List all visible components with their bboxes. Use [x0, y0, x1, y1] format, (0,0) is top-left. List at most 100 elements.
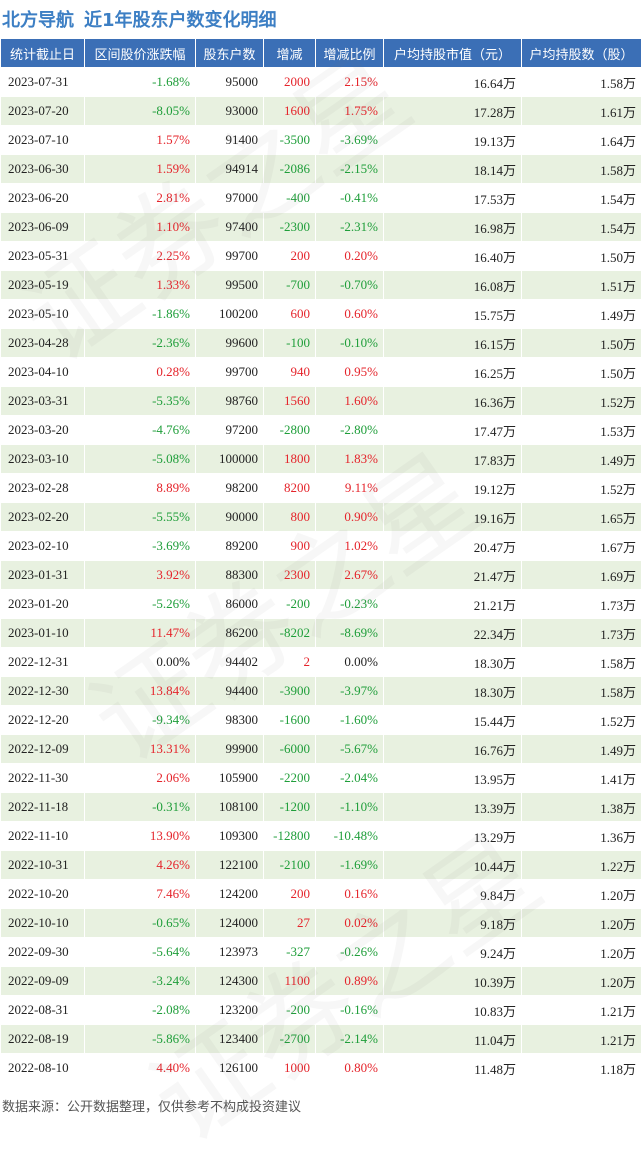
delta-pct-cell: -0.16% [316, 996, 384, 1025]
delta-pct-cell: -10.48% [316, 822, 384, 851]
delta-cell: -1200 [264, 793, 316, 822]
holders-cell: 88300 [196, 561, 264, 590]
avg-shares-cell: 1.52万 [522, 387, 641, 416]
delta-cell: -2700 [264, 1025, 316, 1054]
price-change-cell: 2.81% [85, 184, 196, 213]
avg-shares-cell: 1.73万 [522, 590, 641, 619]
holders-cell: 95000 [196, 68, 264, 97]
delta-cell: -2086 [264, 155, 316, 184]
avg-value-cell: 15.44万 [384, 706, 522, 735]
date-cell: 2022-10-20 [1, 880, 85, 909]
delta-pct-cell: -5.67% [316, 735, 384, 764]
delta-cell: -2100 [264, 851, 316, 880]
holders-cell: 94400 [196, 677, 264, 706]
delta-pct-cell: 2.67% [316, 561, 384, 590]
delta-cell: 200 [264, 242, 316, 271]
price-change-cell: -5.64% [85, 938, 196, 967]
delta-cell: 2000 [264, 68, 316, 97]
delta-cell: 2 [264, 648, 316, 677]
delta-cell: -700 [264, 271, 316, 300]
delta-pct-cell: -2.04% [316, 764, 384, 793]
avg-shares-cell: 1.69万 [522, 561, 641, 590]
date-cell: 2023-02-10 [1, 532, 85, 561]
avg-shares-cell: 1.58万 [522, 648, 641, 677]
column-header: 户均持股市值（元） [384, 39, 522, 68]
delta-cell: -8202 [264, 619, 316, 648]
date-cell: 2023-01-31 [1, 561, 85, 590]
avg-shares-cell: 1.36万 [522, 822, 641, 851]
price-change-cell: -2.36% [85, 329, 196, 358]
delta-pct-cell: 0.16% [316, 880, 384, 909]
delta-cell: -2300 [264, 213, 316, 242]
avg-shares-cell: 1.49万 [522, 735, 641, 764]
avg-value-cell: 10.39万 [384, 967, 522, 996]
avg-value-cell: 16.76万 [384, 735, 522, 764]
avg-value-cell: 18.14万 [384, 155, 522, 184]
price-change-cell: -3.69% [85, 532, 196, 561]
delta-cell: -1600 [264, 706, 316, 735]
avg-value-cell: 21.47万 [384, 561, 522, 590]
price-change-cell: 13.31% [85, 735, 196, 764]
column-header: 户均持股数（股） [522, 39, 641, 68]
avg-value-cell: 13.29万 [384, 822, 522, 851]
date-cell: 2023-01-10 [1, 619, 85, 648]
price-change-cell: 2.06% [85, 764, 196, 793]
delta-pct-cell: 0.60% [316, 300, 384, 329]
price-change-cell: -1.68% [85, 68, 196, 97]
price-change-cell: 3.92% [85, 561, 196, 590]
avg-value-cell: 11.48万 [384, 1054, 522, 1083]
avg-value-cell: 13.95万 [384, 764, 522, 793]
delta-pct-cell: -0.26% [316, 938, 384, 967]
avg-value-cell: 16.64万 [384, 68, 522, 97]
holders-cell: 109300 [196, 822, 264, 851]
page-header: 北方导航 近1年股东户数变化明细 [0, 0, 641, 38]
price-change-cell: -5.35% [85, 387, 196, 416]
delta-pct-cell: -0.41% [316, 184, 384, 213]
delta-pct-cell: -0.10% [316, 329, 384, 358]
delta-pct-cell: -0.23% [316, 590, 384, 619]
date-cell: 2022-09-09 [1, 967, 85, 996]
delta-cell: 8200 [264, 474, 316, 503]
delta-cell: 600 [264, 300, 316, 329]
price-change-cell: -4.76% [85, 416, 196, 445]
avg-value-cell: 16.08万 [384, 271, 522, 300]
delta-pct-cell: 0.00% [316, 648, 384, 677]
delta-pct-cell: -2.80% [316, 416, 384, 445]
price-change-cell: 1.59% [85, 155, 196, 184]
holders-cell: 99500 [196, 271, 264, 300]
price-change-cell: -0.65% [85, 909, 196, 938]
avg-value-cell: 21.21万 [384, 590, 522, 619]
avg-value-cell: 16.25万 [384, 358, 522, 387]
avg-value-cell: 15.75万 [384, 300, 522, 329]
holders-cell: 94914 [196, 155, 264, 184]
delta-pct-cell: -2.31% [316, 213, 384, 242]
price-change-cell: -3.24% [85, 967, 196, 996]
date-cell: 2023-07-20 [1, 97, 85, 126]
holders-cell: 97000 [196, 184, 264, 213]
avg-shares-cell: 1.73万 [522, 619, 641, 648]
avg-value-cell: 9.24万 [384, 938, 522, 967]
date-cell: 2023-02-20 [1, 503, 85, 532]
avg-value-cell: 22.34万 [384, 619, 522, 648]
avg-shares-cell: 1.58万 [522, 677, 641, 706]
date-cell: 2023-05-31 [1, 242, 85, 271]
date-cell: 2023-05-19 [1, 271, 85, 300]
delta-cell: -3900 [264, 677, 316, 706]
holders-cell: 100000 [196, 445, 264, 474]
price-change-cell: 4.26% [85, 851, 196, 880]
holders-cell: 89200 [196, 532, 264, 561]
holders-cell: 99700 [196, 242, 264, 271]
avg-shares-cell: 1.21万 [522, 1025, 641, 1054]
column-header: 增减比例 [316, 39, 384, 68]
avg-shares-cell: 1.38万 [522, 793, 641, 822]
delta-pct-cell: -2.15% [316, 155, 384, 184]
date-cell: 2022-10-10 [1, 909, 85, 938]
